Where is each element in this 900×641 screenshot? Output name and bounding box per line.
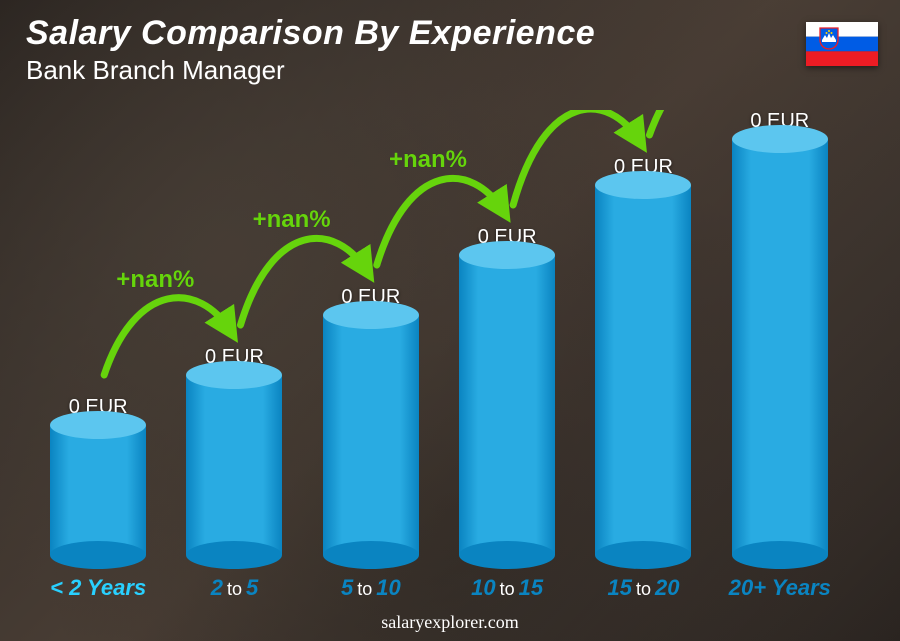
bar: [186, 375, 282, 555]
slovenia-flag-icon: [806, 22, 878, 66]
subtitle: Bank Branch Manager: [26, 55, 595, 86]
bar-column: 0 EUR20+ Years: [712, 110, 848, 605]
bar: [459, 255, 555, 555]
chart-area: 0 EUR< 2 Years0 EUR2to50 EUR5to100 EUR10…: [30, 110, 848, 605]
category-label: 20+ Years: [729, 575, 831, 601]
footer-site: salaryexplorer.com: [0, 612, 900, 633]
bar-column: 0 EUR10to15: [439, 110, 575, 605]
category-label: 2to5: [211, 575, 259, 601]
bar-column: 0 EUR5to10: [303, 110, 439, 605]
bar: [732, 139, 828, 555]
category-label: < 2 Years: [50, 575, 146, 601]
bar-columns: 0 EUR< 2 Years0 EUR2to50 EUR5to100 EUR10…: [30, 110, 848, 605]
bar: [595, 185, 691, 555]
category-label: 15to20: [607, 575, 679, 601]
category-label: 5to10: [341, 575, 401, 601]
category-label: 10to15: [471, 575, 543, 601]
main-title: Salary Comparison By Experience: [26, 14, 595, 53]
infographic-stage: Salary Comparison By Experience Bank Bra…: [0, 0, 900, 641]
bar: [50, 425, 146, 555]
bar-column: 0 EUR15to20: [575, 110, 711, 605]
bar-column: 0 EUR2to5: [166, 110, 302, 605]
title-block: Salary Comparison By Experience Bank Bra…: [26, 14, 595, 86]
bar: [323, 315, 419, 555]
bar-column: 0 EUR< 2 Years: [30, 110, 166, 605]
